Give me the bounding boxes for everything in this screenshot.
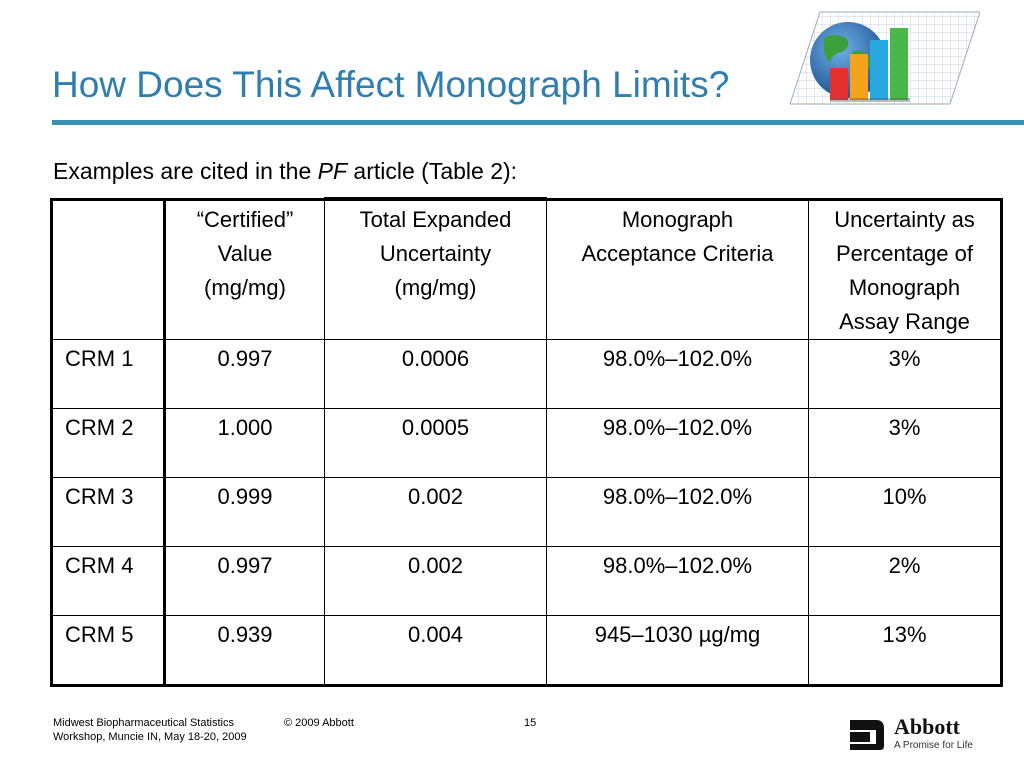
footer-copyright: © 2009 Abbott [284, 717, 354, 729]
globe-bar-chart-icon [790, 11, 980, 105]
intro-text-start: Examples are cited in the [53, 158, 318, 184]
footer-event-line1: Midwest Biopharmaceutical Statistics [53, 717, 234, 729]
certified-value-cell: 0.939 [164, 614, 325, 686]
title-underline [52, 120, 1024, 125]
acceptance-criteria-cell: 945–1030 µg/mg [546, 614, 809, 686]
uncertainty-cell: 0.0005 [324, 407, 547, 478]
table-row: CRM 4 0.997 0.002 98.0%–102.0% 2% [51, 545, 1002, 616]
table-header-row: “Certified” Value (mg/mg) Total Expanded… [51, 197, 1002, 340]
uncertainty-cell: 0.002 [324, 545, 547, 616]
abbott-logo-icon [850, 720, 884, 750]
percentage-cell: 13% [808, 614, 1002, 686]
uncertainty-cell: 0.002 [324, 476, 547, 547]
header-line: (mg/mg) [204, 274, 286, 300]
footer-event: Midwest Biopharmaceutical Statistics Wor… [53, 716, 247, 744]
header-certified-value: “Certified” Value (mg/mg) [164, 198, 325, 340]
table-row: CRM 5 0.939 0.004 945–1030 µg/mg 13% [51, 614, 1002, 686]
table-row: CRM 2 1.000 0.0005 98.0%–102.0% 3% [51, 407, 1002, 478]
table-row: CRM 1 0.997 0.0006 98.0%–102.0% 3% [51, 338, 1002, 409]
header-line: Uncertainty [379, 241, 492, 266]
certified-value-cell: 0.997 [164, 545, 325, 616]
header-uncertainty-percentage: Uncertainty as Percentage of Monograph A… [808, 198, 1002, 340]
acceptance-criteria-cell: 98.0%–102.0% [546, 407, 809, 478]
header-line: Value [217, 240, 273, 266]
row-label: CRM 1 [51, 338, 166, 409]
header-line: Acceptance Criteria [581, 240, 774, 266]
abbott-logo: Abbott A Promise for Life [846, 714, 986, 754]
footer-event-line2: Workshop, Muncie IN, May 18-20, 2009 [53, 731, 247, 743]
percentage-cell: 10% [808, 476, 1002, 547]
acceptance-criteria-cell: 98.0%–102.0% [546, 338, 809, 409]
header-line: Monograph [848, 274, 961, 300]
acceptance-criteria-cell: 98.0%–102.0% [546, 545, 809, 616]
row-label: CRM 5 [51, 614, 166, 686]
header-empty [51, 198, 166, 340]
intro-text-end: article (Table 2): [347, 158, 518, 184]
header-expanded-uncertainty: Total Expanded Uncertainty (mg/mg) [324, 197, 547, 340]
intro-text-italic: PF [317, 158, 348, 184]
page-number: 15 [524, 717, 537, 729]
crm-table: “Certified” Value (mg/mg) Total Expanded… [50, 197, 1003, 687]
header-line: Percentage of [836, 240, 973, 266]
percentage-cell: 3% [808, 338, 1002, 409]
header-line: Total Expanded [359, 207, 512, 232]
acceptance-criteria-cell: 98.0%–102.0% [546, 476, 809, 547]
uncertainty-cell: 0.004 [324, 614, 547, 686]
row-label: CRM 2 [51, 407, 166, 478]
percentage-cell: 2% [808, 545, 1002, 616]
certified-value-cell: 0.997 [164, 338, 325, 409]
header-line: “Certified” [196, 206, 294, 232]
row-label: CRM 4 [51, 545, 166, 616]
certified-value-cell: 1.000 [164, 407, 325, 478]
intro-text: Examples are cited in the PF article (Ta… [53, 158, 517, 185]
header-line: Uncertainty as [834, 206, 975, 232]
percentage-cell: 3% [808, 407, 1002, 478]
header-line: Monograph [621, 206, 734, 232]
header-line: Assay Range [839, 308, 970, 334]
header-line: (mg/mg) [394, 275, 477, 300]
table-row: CRM 3 0.999 0.002 98.0%–102.0% 10% [51, 476, 1002, 547]
slide-title: How Does This Affect Monograph Limits? [52, 64, 730, 105]
certified-value-cell: 0.999 [164, 476, 325, 547]
row-label: CRM 3 [51, 476, 166, 547]
uncertainty-cell: 0.0006 [324, 338, 547, 409]
brand-tagline: A Promise for Life [894, 740, 973, 751]
brand-name: Abbott [894, 714, 961, 739]
header-acceptance-criteria: Monograph Acceptance Criteria [546, 198, 809, 340]
